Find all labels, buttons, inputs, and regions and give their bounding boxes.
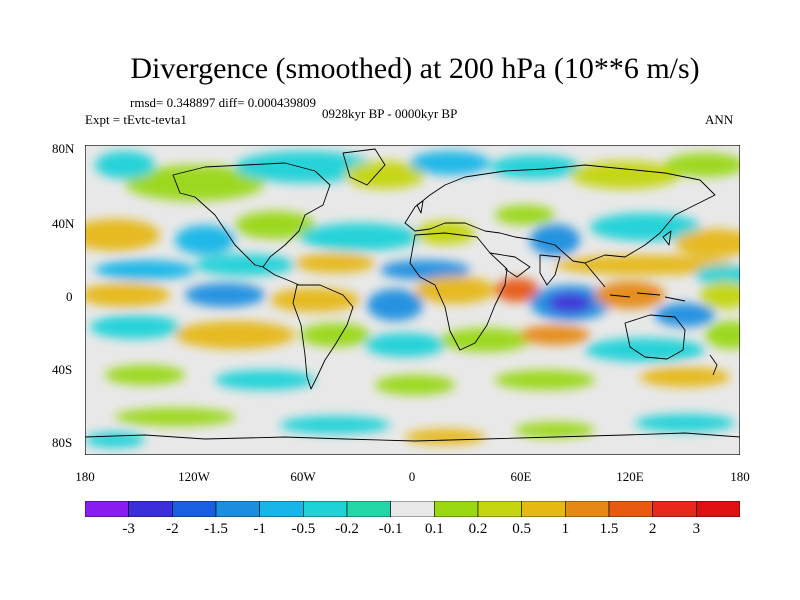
colorbar-label: -0.2 (335, 521, 359, 537)
lat-label-40s: 40S (52, 362, 73, 377)
colorbar-label: 3 (692, 521, 701, 537)
colorbar-label: 0.5 (512, 521, 532, 537)
experiment-label: Expt = tEvtc-tevta1 (85, 112, 187, 127)
colorbar-swatch (172, 501, 217, 517)
plot-title: Divergence (smoothed) at 200 hPa (10**6 … (130, 52, 700, 85)
lon-label-180e: 180 (730, 469, 750, 484)
lon-label-60w: 60W (290, 469, 316, 484)
lon-label-120e: 120E (616, 469, 644, 484)
colorbar-label: 1 (561, 521, 570, 537)
colorbar-label: 0.2 (468, 521, 488, 537)
colorbar-swatch (303, 501, 348, 517)
colorbar-label: -0.5 (291, 521, 316, 537)
divergence-map (85, 145, 740, 455)
colorbar-swatch (565, 501, 610, 517)
lon-label-0: 0 (408, 469, 416, 484)
lon-label-180w: 180 (75, 469, 95, 484)
colorbar-label: -0.1 (378, 521, 403, 537)
colorbar-swatch (608, 501, 653, 517)
colorbar-swatch (434, 501, 479, 517)
colorbar-swatch (346, 501, 391, 517)
lat-label-80n: 80N (52, 141, 75, 156)
lat-label-40n: 40N (52, 216, 75, 231)
colorbar-swatch (696, 501, 740, 517)
coastlines (85, 148, 740, 442)
colorbar-swatch (390, 501, 435, 517)
colorbar-swatch (259, 501, 304, 517)
colorbar-label: -3 (122, 521, 135, 537)
lat-label-0: 0 (66, 289, 73, 304)
colorbar-swatch (85, 501, 129, 517)
lat-label-80s: 80S (52, 435, 73, 450)
colorbar-swatch (652, 501, 697, 517)
colorbar-label: -1 (253, 521, 266, 537)
colorbar-label: 0.1 (424, 521, 444, 537)
colorbar-swatch (521, 501, 566, 517)
season-label: ANN (705, 112, 734, 127)
colorbar-swatch (215, 501, 260, 517)
colorbar-label: -1.5 (204, 521, 228, 537)
colorbar-label: 1.5 (599, 521, 619, 537)
divergence-field (85, 151, 740, 448)
colorbar-swatch (128, 501, 173, 517)
lon-label-120w: 120W (178, 469, 210, 484)
colorbar-label: 2 (648, 521, 657, 537)
rmsd-diff-stats: rmsd= 0.348897 diff= 0.000439809 (130, 95, 316, 110)
colorbar-label: -2 (166, 521, 179, 537)
period-label: 0928kyr BP - 0000kyr BP (322, 106, 458, 121)
lon-label-60e: 60E (510, 469, 532, 484)
colorbar (85, 501, 740, 517)
colorbar-swatch (477, 501, 522, 517)
